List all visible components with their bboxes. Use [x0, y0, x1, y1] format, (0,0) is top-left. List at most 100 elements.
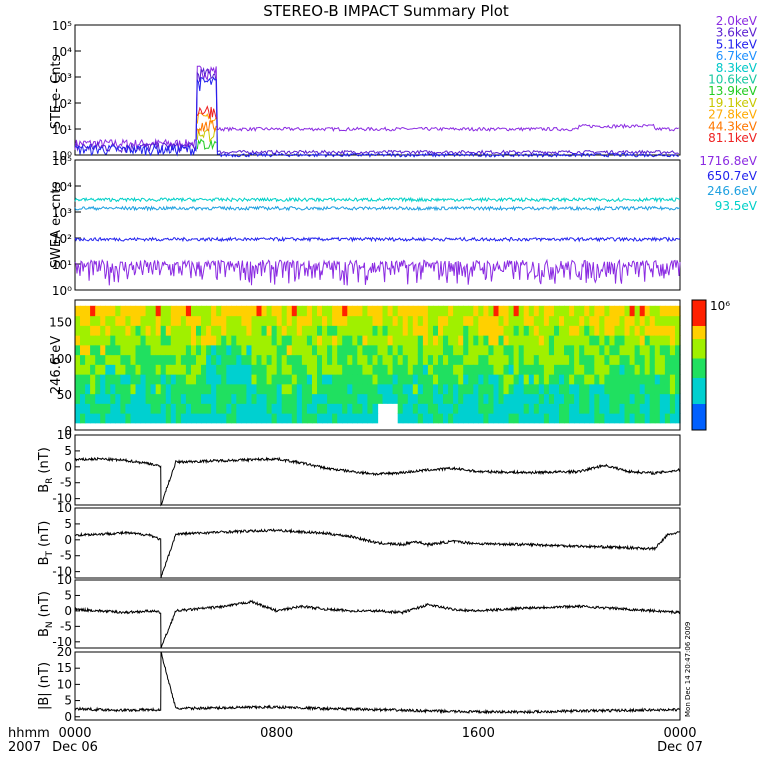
bmag-trace [74, 651, 681, 715]
heatmap-cell [206, 325, 212, 336]
heatmap-cell [337, 393, 343, 404]
xtick-label: 0000 [663, 726, 696, 741]
heatmap-cell [125, 325, 132, 336]
heatmap-cell [231, 393, 237, 404]
heatmap-cell [226, 325, 232, 336]
heatmap-cell [382, 383, 389, 395]
heatmap-cell [513, 413, 520, 424]
heatmap-cell [125, 393, 132, 404]
heatmap-cell [453, 335, 459, 346]
heatmap-cell [150, 403, 157, 414]
heatmap-cell [669, 325, 676, 336]
heatmap-cell [266, 403, 273, 414]
heatmap-cell [659, 315, 666, 326]
heatmap-cell [548, 403, 555, 414]
heatmap-cell [387, 305, 394, 317]
heatmap-cell [644, 413, 651, 424]
heatmap-cell [317, 374, 323, 385]
ytick-label: -5 [60, 619, 72, 633]
heatmap-cell [226, 413, 232, 424]
heatmap-cell [579, 374, 585, 385]
heatmap-cell [312, 413, 318, 424]
heatmap-cell [140, 364, 147, 375]
heatmap-cell [327, 335, 333, 346]
heatmap-cell [256, 403, 263, 414]
heatmap-cell [402, 413, 409, 424]
heatmap-cell [569, 364, 575, 375]
heatmap-cell [503, 403, 510, 414]
heatmap-cell [337, 344, 343, 356]
heatmap-cell [332, 374, 338, 385]
heatmap-cell [327, 344, 333, 356]
heatmap-cell [438, 364, 444, 375]
heatmap-cell [352, 315, 358, 326]
heatmap-cell [261, 374, 268, 385]
heatmap-cell [301, 315, 308, 326]
heatmap-cell [246, 305, 253, 317]
heatmap-cell [397, 364, 404, 375]
heatmap-cell [584, 393, 590, 404]
heatmap-cell [251, 364, 258, 375]
heatmap-cell [458, 325, 464, 336]
heatmap-cell [402, 305, 409, 317]
heatmap-cell [196, 315, 202, 326]
heatmap-cell [352, 403, 358, 414]
heatmap-cell [332, 335, 338, 346]
heatmap-cell [438, 374, 444, 385]
heatmap-cell [140, 354, 147, 365]
heatmap-cell [145, 315, 152, 326]
bt-ylabel: BT(nT) [37, 521, 55, 566]
heatmap-cell [503, 305, 510, 317]
heatmap-cell [392, 374, 399, 385]
heatmap-cell [241, 393, 248, 404]
colorbar-swatch [692, 319, 706, 324]
heatmap-cell [554, 354, 560, 365]
heatmap-cell [286, 315, 293, 326]
heatmap-cell [659, 383, 666, 395]
heatmap-cell [90, 344, 96, 356]
heatmap-cell [306, 315, 313, 326]
heatmap-cell [569, 354, 575, 365]
heatmap-cell [438, 354, 444, 365]
heatmap-cell [649, 344, 656, 356]
bmag-ylabel: |B|(nT) [37, 662, 52, 710]
heatmap-cell [659, 354, 666, 365]
heatmap-cell [417, 354, 424, 365]
heatmap-cell [352, 393, 358, 404]
heatmap-cell [170, 364, 177, 375]
heatmap-cell [448, 364, 454, 375]
heatmap-cell [221, 413, 227, 424]
heatmap-cell [276, 364, 283, 375]
heatmap-cell [518, 344, 525, 356]
heatmap-cell [170, 325, 177, 336]
colorbar-swatch [692, 374, 706, 379]
heatmap-cell [342, 393, 348, 404]
heatmap-cell [402, 393, 409, 404]
colorbar-swatch [692, 335, 706, 340]
heatmap-cell [125, 413, 132, 424]
heatmap-cell [609, 335, 616, 346]
heatmap-cell [337, 374, 343, 385]
heatmap-cell [664, 335, 671, 346]
heatmap-cell [382, 305, 389, 317]
heatmap-cell [422, 305, 429, 317]
bn-ylabel-unit: (nT) [37, 591, 52, 617]
heatmap-cell [448, 413, 454, 424]
heatmap-cell [85, 364, 91, 375]
heatmap-cell [453, 315, 459, 326]
heatmap-cell [468, 354, 474, 365]
heatmap-cell [201, 335, 207, 346]
heatmap-cell [564, 364, 570, 375]
heatmap-cell [115, 305, 121, 317]
heatmap-cell [463, 383, 469, 395]
heatmap-cell [639, 344, 646, 356]
heatmap-cell [125, 383, 132, 395]
heatmap-cell [180, 354, 187, 365]
heatmap-cell [357, 393, 363, 404]
heatmap-cell [533, 315, 540, 326]
heatmap-cell [337, 403, 343, 414]
heatmap-cell [286, 305, 293, 317]
heatmap-cell [221, 344, 227, 356]
heatmap-cell [508, 344, 515, 356]
